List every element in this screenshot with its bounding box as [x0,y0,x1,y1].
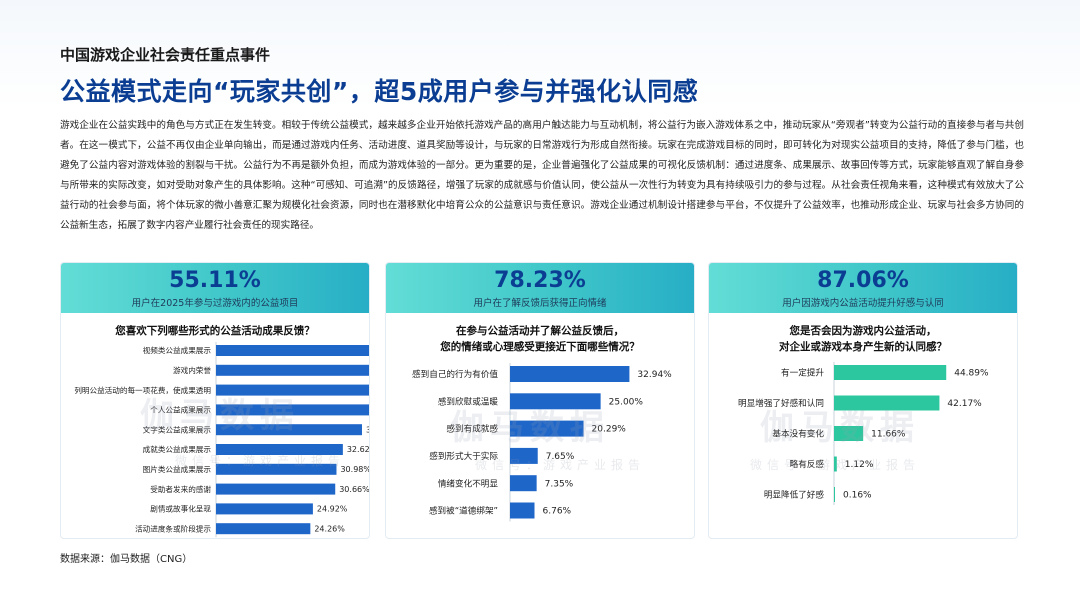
data-label: 11.66% [871,430,906,440]
category-label: 感到被“道德绑架” [429,505,498,517]
category-label: 视频类公益成果展示 [143,345,212,355]
stat-percentage: 87.06% [817,268,909,293]
bar [216,345,369,356]
bar [216,384,369,396]
category-label: 基本没有变化 [772,428,824,440]
bar [510,420,584,437]
category-label: 明显降低了好感 [764,489,825,501]
category-label: 感到形式大于实际 [429,450,498,462]
data-label: 24.92% [317,505,348,514]
bar [216,364,369,376]
survey-question: 在参与公益活动并了解公益反馈后， 您的情绪或心理感受更接近下面哪些情况？ [386,323,694,355]
category-label: 感到欣慰或温暖 [438,395,499,407]
stat-caption: 用户在了解反馈后获得正向情绪 [473,298,607,309]
data-label: 6.76% [543,507,572,517]
category-label: 情绪变化不明显 [438,477,499,489]
bar [216,483,336,495]
category-label: 明显增强了好感和认同 [738,397,824,409]
data-label: 25.00% [609,397,644,407]
body-paragraph: 游戏企业在公益实践中的角色与方式正在发生转变。相较于传统公益模式，越来越多企业开… [60,120,1024,231]
bar [834,365,947,380]
category-label: 感到自己的行为有价值 [412,368,498,380]
survey-question-line: 您的情绪或心理感受更接近下面哪些情况？ [440,341,640,353]
survey-question: 您是否会因为游戏内公益活动， 对企业或游戏本身产生新的认同感？ [709,323,1017,355]
data-label: 37.54% [366,425,370,434]
bar-chart-feedback-forms: 视频类公益成果展示42.30%游戏内荣誉42.13%列明公益活动的每一项花费，使… [74,342,370,538]
bar [216,503,313,515]
bar-chart-recognition: 有一定提升 44.89% 明显增强了好感和认同 42.17% 基本没有变化 11.66% 略… [738,362,989,505]
bar [216,424,362,436]
bar [216,404,369,416]
stat-caption: 用户因游戏内公益活动提升好感与认同 [782,298,944,309]
stat-card-2: 78.23% 用户在了解反馈后获得正向情绪 在参与公益活动并了解公益反馈后， 您… [385,262,695,539]
stat-card-3: 87.06% 用户因游戏内公益活动提升好感与认同 您是否会因为游戏内公益活动， … [708,262,1018,539]
category-label: 略有反感 [790,458,825,470]
survey-question-line: 在参与公益活动并了解公益反馈后， [456,325,624,337]
survey-question: 您喜欢下列哪些形式的公益活动成果反馈？ [61,323,369,339]
stat-percentage: 55.11% [169,268,261,293]
data-label: 30.66% [339,485,370,494]
data-label: 7.35% [545,479,574,489]
category-label: 图片类公益成果展示 [143,464,212,474]
data-label: 32.94% [637,370,672,380]
stat-card-1: 55.11% 用户在2025年参与过游戏内的公益项目 您喜欢下列哪些形式的公益活… [60,262,370,539]
data-label: 30.98% [340,465,370,474]
category-label: 有一定提升 [781,367,824,379]
survey-question-line: 您是否会因为游戏内公益活动， [789,325,937,337]
data-label: 20.29% [592,425,627,435]
stat-caption: 用户在2025年参与过游戏内的公益项目 [131,298,299,309]
bar [834,395,940,411]
bar [216,463,337,475]
category-label: 感到有成就感 [446,423,498,435]
data-label: 24.26% [314,524,345,533]
category-label: 受助者发来的感谢 [150,484,211,494]
bar-chart-emotions: 感到自己的行为有价值 32.94% 感到欣慰或温暖 25.00% 感到有成就感 20.29… [412,363,672,522]
bar [834,426,864,441]
bar [510,393,601,410]
data-label: 32.62% [347,445,370,454]
category-label: 剧情或故事化呈现 [150,504,211,514]
data-label: 42.17% [947,399,982,409]
stat-card-header: 87.06% 用户因游戏内公益活动提升好感与认同 [709,263,1017,313]
page-headline: 公益模式走向“玩家共创”，超5成用户参与并强化认同感 [60,77,699,106]
data-label: 44.89% [954,369,989,379]
bar [216,523,311,535]
bar [510,502,535,519]
stat-card-header: 78.23% 用户在了解反馈后获得正向情绪 [386,263,694,313]
category-label: 成就类公益成果展示 [143,444,212,454]
survey-question-line: 您喜欢下列哪些形式的公益活动成果反馈？ [115,325,315,337]
bar [510,366,630,382]
data-source-note: 数据来源：伽马数据（CNG） [60,554,193,565]
bar [216,444,343,455]
bar [510,447,538,464]
survey-question-line: 对企业或游戏本身产生新的认同感？ [779,341,947,353]
section-kicker: 中国游戏企业社会责任重点事件 [60,46,271,64]
category-label: 活动进度条或阶段提示 [135,523,211,533]
data-label: 7.65% [546,452,575,462]
stat-card-header: 55.11% 用户在2025年参与过游戏内的公益项目 [61,263,369,313]
category-label: 个人公益成果展示 [150,405,211,415]
bar [510,475,537,492]
data-label: 0.16% [843,491,872,501]
category-label: 文字类公益成果展示 [143,424,212,434]
bar [834,487,835,502]
stat-percentage: 78.23% [494,268,586,293]
category-label: 列明公益活动的每一项花费，使成果透明 [74,385,211,395]
data-label: 1.12% [845,460,874,470]
bar [834,456,837,472]
category-label: 游戏内荣誉 [173,365,211,375]
